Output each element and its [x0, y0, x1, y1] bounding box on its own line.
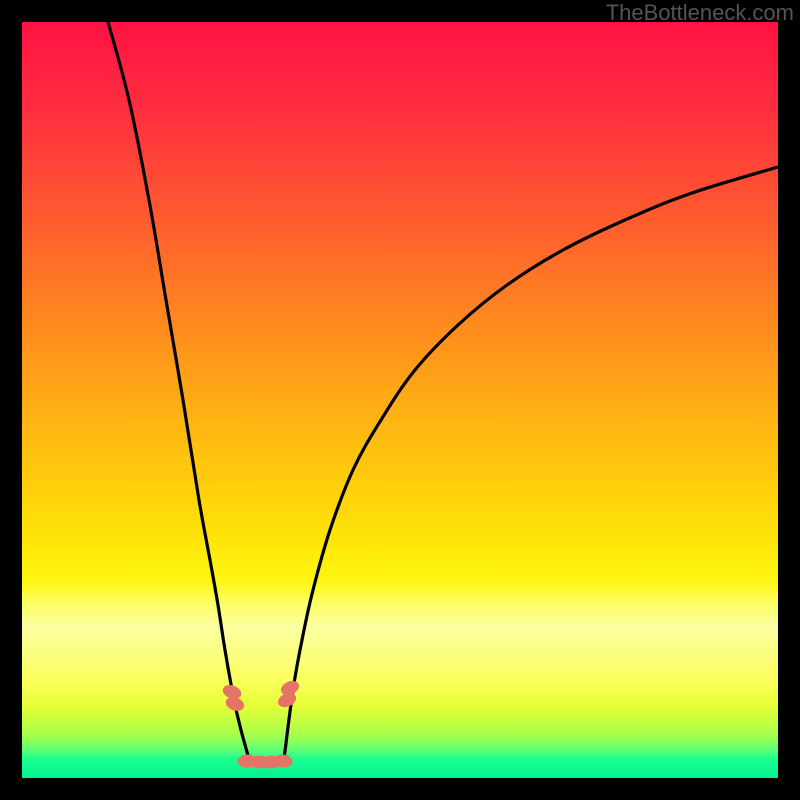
- watermark-text: TheBottleneck.com: [606, 0, 794, 26]
- border-right: [778, 0, 800, 800]
- chart-frame: TheBottleneck.com: [0, 0, 800, 800]
- border-bottom: [0, 778, 800, 800]
- border-left: [0, 0, 22, 800]
- bottleneck-chart: [0, 0, 800, 800]
